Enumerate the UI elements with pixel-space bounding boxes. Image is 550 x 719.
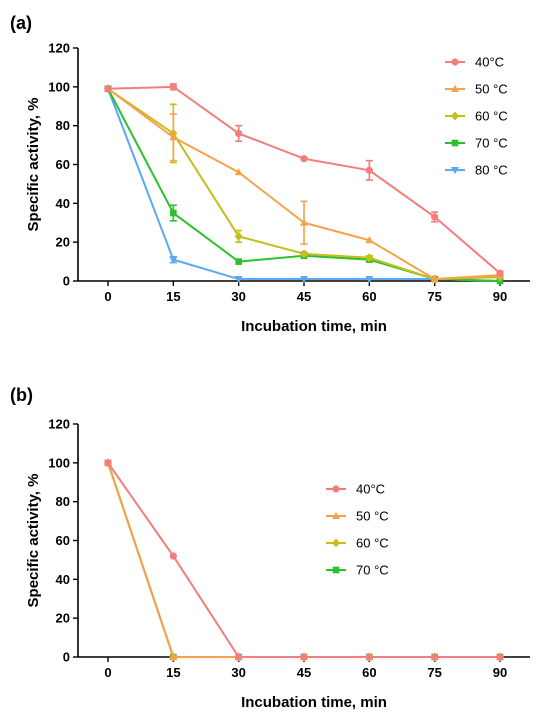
legend-marker [332,511,340,519]
data-point [104,85,112,93]
x-tick-label: 60 [362,289,376,304]
y-tick-label: 100 [48,79,70,94]
legend-marker [332,566,340,574]
data-point [234,168,243,176]
data-point [300,653,308,661]
y-tick-label: 80 [56,118,70,133]
legend-label: 40°C [356,482,385,497]
legend-label: 70 °C [475,136,508,151]
y-tick-label: 60 [56,157,70,172]
x-tick-label: 45 [297,289,311,304]
x-tick-label: 45 [297,665,311,680]
legend-label: 60 °C [475,109,508,124]
legend-marker [451,111,459,121]
y-axis-title: Specific activity, % [25,98,42,232]
data-point [170,209,177,217]
x-axis-title: Incubation time, min [241,318,387,335]
data-point [365,236,374,244]
panel-a-chart: (a) 0 20 40 60 80 100 120 0 15 30 45 60 75 90 Incubatio… [10,13,530,335]
y-tick-label: 20 [56,235,70,250]
x-tick-label: 0 [104,665,111,680]
legend-marker [451,167,459,175]
panel-label: (b) [10,385,33,405]
data-point [169,652,178,660]
data-point [300,276,308,284]
x-tick-label: 0 [104,289,111,304]
x-tick-label: 30 [231,665,245,680]
x-tick-label: 30 [231,289,245,304]
legend-label: 50 °C [475,82,508,97]
legend-marker [332,485,340,493]
data-point [234,231,243,241]
y-tick-label: 80 [56,494,70,509]
x-tick-label: 90 [493,289,507,304]
panel-b-chart: (b) 0 20 40 60 80 100 120 0 15 30 45 60 75 90 Incubatio… [10,385,530,711]
y-tick-label: 120 [48,41,70,56]
x-tick-label: 15 [166,665,180,680]
data-point [365,166,373,174]
data-point [300,218,308,226]
data-point [365,276,374,284]
data-point [430,274,439,283]
data-point [235,653,243,661]
legend-label: 40°C [475,55,504,70]
series-line [107,462,500,658]
legend-label: 70 °C [356,563,389,578]
legend-marker [451,58,459,66]
data-point [169,552,177,560]
series-line [107,462,500,658]
y-tick-label: 100 [48,455,70,470]
data-point [496,653,504,661]
x-tick-label: 15 [166,289,180,304]
y-tick-label: 40 [56,196,70,211]
data-point [496,269,504,277]
series-line [107,462,500,658]
data-point [365,653,373,661]
y-tick-label: 60 [56,533,70,548]
y-tick-label: 40 [56,572,70,587]
x-tick-label: 75 [427,665,441,680]
legend-label: 50 °C [356,509,389,524]
y-tick-label: 120 [48,417,70,432]
data-point [169,256,178,264]
y-tick-label: 0 [63,650,70,665]
data-point [169,133,178,141]
x-axis-title: Incubation time, min [241,694,387,711]
x-tick-label: 90 [493,665,507,680]
data-point [234,276,243,284]
y-tick-label: 0 [63,274,70,289]
series-line [107,462,500,658]
panel-label: (a) [10,13,32,33]
data-point [235,258,242,265]
y-tick-label: 20 [56,611,70,626]
x-tick-label: 60 [362,665,376,680]
legend-marker [332,538,340,548]
data-point [431,653,439,661]
data-point [431,213,439,221]
data-point [300,155,308,163]
legend-label: 60 °C [356,536,389,551]
legend-marker [451,139,459,147]
data-point [300,249,308,259]
legend-marker [451,84,459,92]
y-axis-title: Specific activity, % [25,474,42,608]
data-point [169,83,177,91]
data-point [365,253,374,263]
data-point [104,459,112,467]
x-tick-label: 75 [427,289,441,304]
legend-label: 80 °C [475,163,508,178]
data-point [235,129,243,138]
